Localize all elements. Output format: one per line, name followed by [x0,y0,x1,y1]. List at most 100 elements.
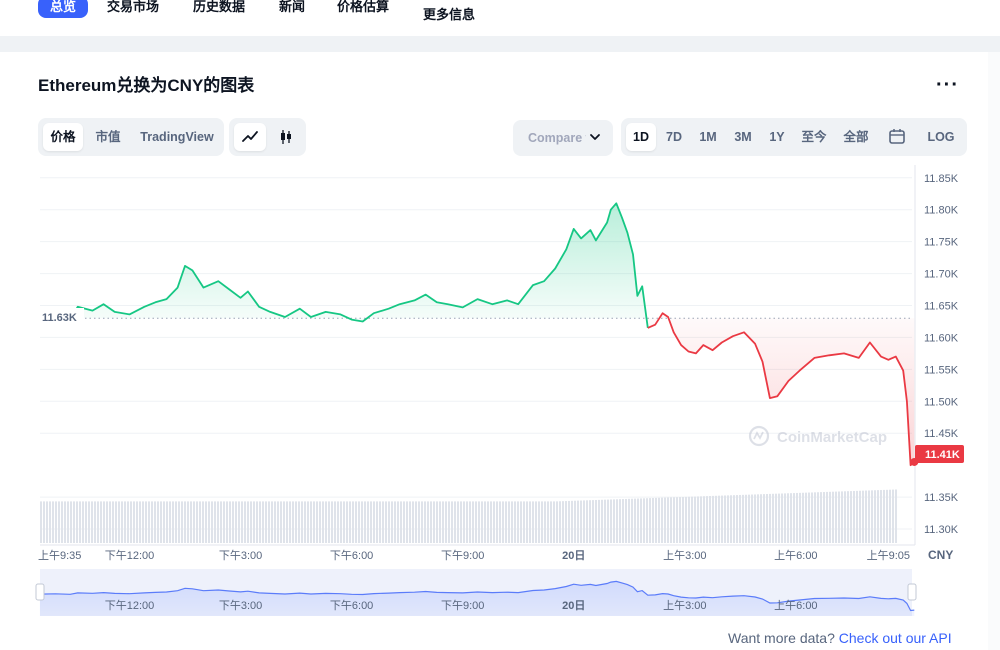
volume-bar [457,501,459,543]
top-nav: 总览 交易市场 历史数据 新闻 价格估算 更多信息 [0,0,1000,36]
nav-tab-news[interactable]: 新闻 [279,0,306,14]
volume-bar [880,490,882,543]
log-scale-toggle[interactable]: LOG [927,130,955,144]
volume-bar [313,501,315,543]
volume-bar [163,501,165,543]
range-all[interactable]: 全部 [843,130,869,144]
compare-select[interactable]: Compare with [513,120,613,156]
volume-bar [172,501,174,543]
volume-bar [808,492,810,543]
volume-bar [868,490,870,543]
metric-toggle-group: 价格 市值 TradingView [38,118,224,156]
api-promo: Want more data? Check out our API [728,630,952,646]
api-link[interactable]: Check out our API [838,630,952,646]
line-chart-icon[interactable] [234,123,266,151]
volume-bar [532,501,534,543]
volume-bar [892,489,894,543]
volume-bar [631,498,633,543]
chevron-down-icon [589,120,601,171]
volume-bar [832,491,834,543]
volume-bar [856,490,858,543]
range-1m[interactable]: 1M [699,130,717,144]
volume-bar [307,501,309,543]
volume-bar [253,501,255,543]
volume-bar [703,496,705,543]
nav-tab-overview[interactable]: 总览 [38,0,89,18]
api-promo-text: Want more data? [728,630,839,646]
volume-bar [478,501,480,543]
volume-bar [823,492,825,543]
volume-bar [49,501,51,543]
volume-bar [598,499,600,543]
navigator-tick-label: 下午6:00 [330,599,373,612]
volume-bar [709,496,711,543]
volume-bar [166,501,168,543]
volume-bar [742,494,744,543]
reference-price-label: 11.63K [42,312,77,324]
volume-bar [427,501,429,543]
toggle-price[interactable]: 价格 [43,123,83,151]
nav-tab-historical-data[interactable]: 历史数据 [193,0,246,14]
volume-bar [379,501,381,543]
y-tick-label: 11.75K [924,237,959,249]
volume-bar [751,494,753,543]
more-options-icon[interactable]: ··· [936,74,959,96]
nav-tab-markets[interactable]: 交易市场 [107,0,160,14]
volume-bar [568,500,570,543]
volume-bar [178,501,180,543]
volume-bar [385,501,387,543]
nav-tab-price-prediction[interactable]: 价格估算 [337,0,390,14]
range-navigator: 下午12:00 下午3:00 下午6:00 下午9:00 20日 上午3:00 上午6:00 [35,569,917,616]
volume-bar [286,501,288,543]
volume-bar [232,501,234,543]
volume-bar [604,499,606,543]
range-ytd[interactable]: 至今 [801,130,827,144]
volume-bar [637,498,639,543]
volume-bar [871,490,873,543]
range-3m[interactable]: 3M [734,130,752,144]
volume-bar [367,501,369,543]
nav-tab-more-info[interactable]: 更多信息 [423,7,476,22]
volume-bar [838,491,840,543]
navigator-tick-label: 下午3:00 [219,599,262,612]
volume-bar [643,498,645,543]
volume-bar [895,489,897,543]
chart-style-toggle-group [229,118,306,156]
volume-bar [115,501,117,543]
volume-bar [214,501,216,543]
toggle-tradingview[interactable]: TradingView [140,130,214,144]
volume-bar [889,489,891,543]
volume-bar [193,501,195,543]
volume-bar [796,492,798,543]
volume-bar [580,500,582,543]
range-7d[interactable]: 7D [666,130,682,144]
volume-bar [883,489,885,543]
calendar-icon[interactable] [883,123,911,151]
volume-bar [277,501,279,543]
volume-bar [697,496,699,543]
toggle-market-cap[interactable]: 市值 [95,130,121,144]
volume-bar [97,501,99,543]
volume-bar [886,489,888,543]
volume-bar [394,501,396,543]
volume-bars [40,489,897,543]
volume-bar [784,493,786,543]
volume-bar [667,497,669,543]
volume-bar [544,501,546,543]
volume-bar [754,494,756,543]
candlestick-icon[interactable] [270,123,302,151]
range-1y[interactable]: 1Y [769,130,785,144]
volume-bar [688,496,690,543]
volume-bar [304,501,306,543]
volume-bar [145,501,147,543]
volume-bar [718,495,720,543]
volume-bar [340,501,342,543]
volume-bar [748,494,750,543]
range-1d[interactable]: 1D [626,123,656,151]
volume-bar [706,496,708,543]
volume-bar [301,501,303,543]
volume-bar [103,501,105,543]
volume-bar [865,490,867,543]
volume-bar [436,501,438,543]
